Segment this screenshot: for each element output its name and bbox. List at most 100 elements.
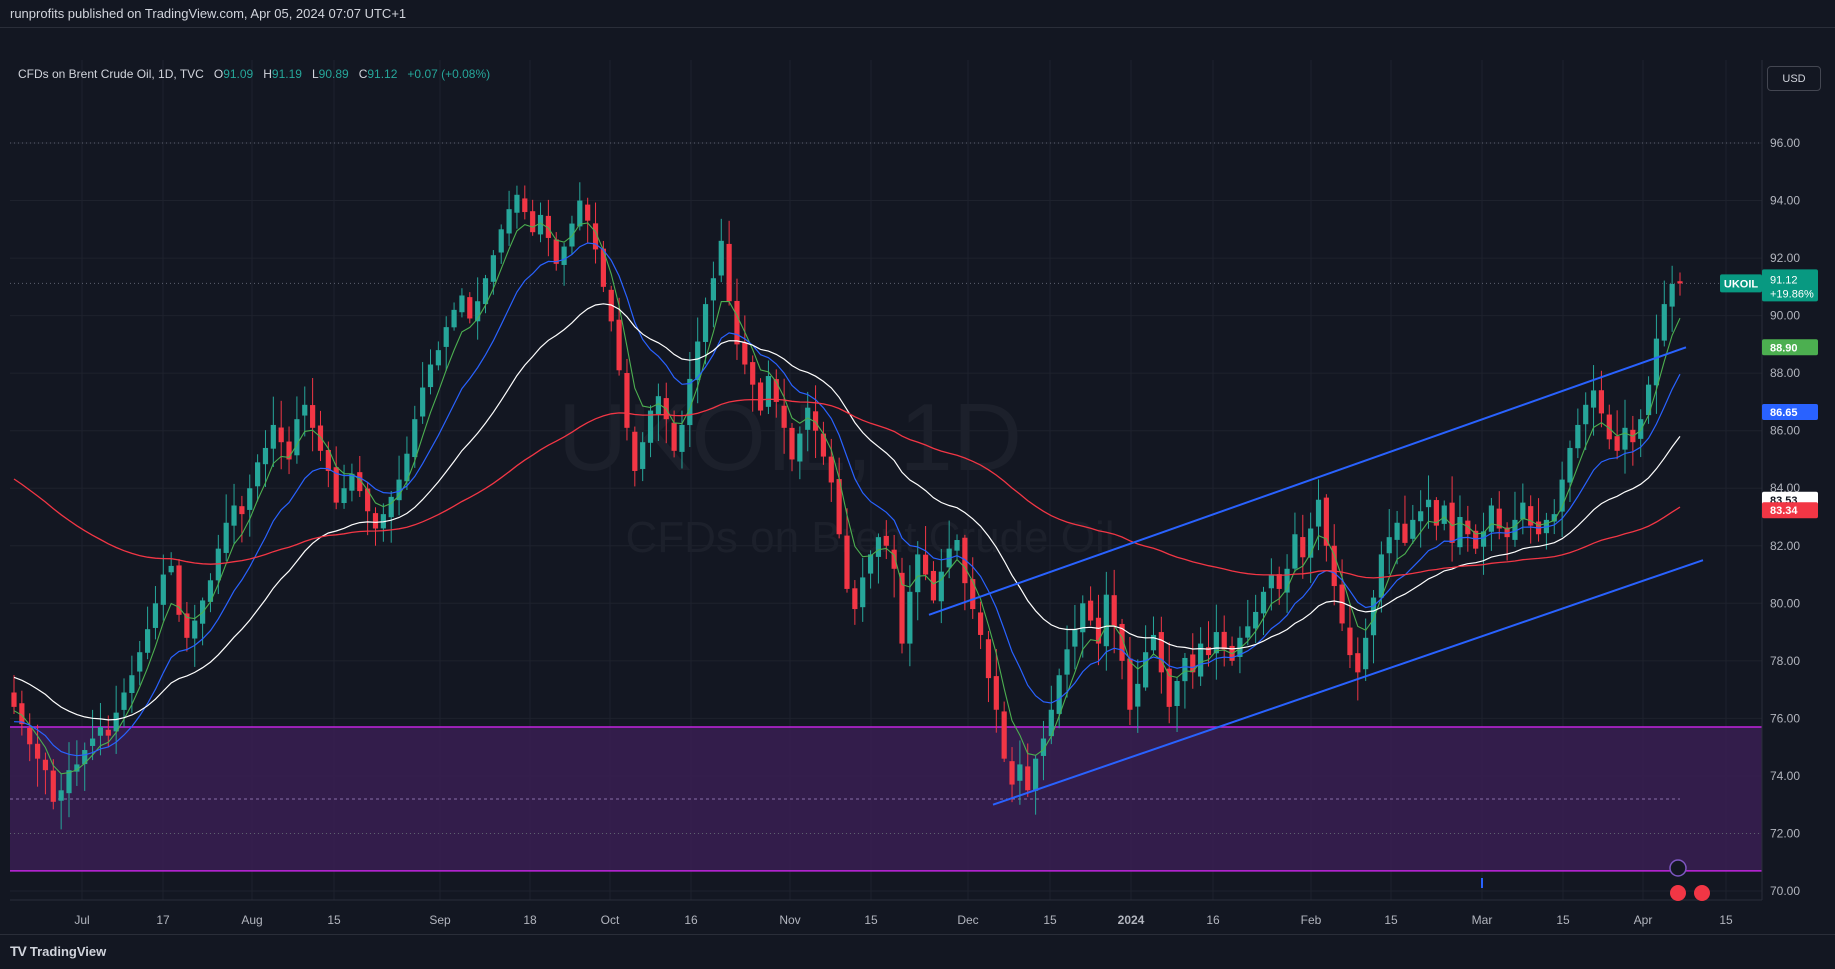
candle-43 <box>349 463 355 502</box>
candle-62 <box>498 224 504 264</box>
candle-158 <box>1253 594 1259 644</box>
symbol-legend: CFDs on Brent Crude Oil, 1D, TVC O91.09 … <box>18 67 490 81</box>
candle-182 <box>1441 500 1447 531</box>
candle-37 <box>302 386 308 437</box>
candle-body-51 <box>412 419 418 458</box>
candle-body-132 <box>1048 709 1054 737</box>
candle-body-81 <box>647 410 654 443</box>
candle-body-140 <box>1111 595 1117 627</box>
candle-body-182 <box>1441 505 1447 524</box>
candle-171 <box>1355 637 1361 701</box>
candle-body-80 <box>640 442 646 469</box>
candle-body-189 <box>1496 508 1502 529</box>
candle-131 <box>1040 720 1047 781</box>
candle-body-207 <box>1638 419 1644 439</box>
candle-94 <box>750 355 756 412</box>
candle-body-173 <box>1370 597 1377 636</box>
price-tick-6: 82.00 <box>1770 539 1800 553</box>
candle-86 <box>687 352 693 448</box>
candle-157 <box>1245 599 1251 646</box>
candle-body-58 <box>467 297 473 319</box>
price-tick-10: 90.00 <box>1770 309 1800 323</box>
price-tick-5: 80.00 <box>1770 596 1800 610</box>
tradingview-brand[interactable]: TV TradingView <box>10 943 106 959</box>
candle-159 <box>1260 586 1267 636</box>
candle-body-71 <box>569 223 575 247</box>
candle-151 <box>1198 627 1204 686</box>
candle-body-103 <box>820 433 827 457</box>
candle-body-42 <box>341 488 347 504</box>
candle-16 <box>137 640 143 686</box>
legend-low: 90.89 <box>318 67 349 81</box>
candle-body-196 <box>1551 514 1557 522</box>
candle-11 <box>97 703 104 756</box>
price-axis[interactable]: 70.00 72.00 74.00 76.00 78.00 80.00 82.00 84.00… <box>1761 60 1800 900</box>
candle-49 <box>396 455 402 516</box>
candle-body-27 <box>223 522 229 553</box>
candle-164 <box>1300 514 1306 579</box>
candle-body-127 <box>1009 761 1015 785</box>
candle-209 <box>1653 314 1660 414</box>
candle-body-198 <box>1567 447 1573 483</box>
us-flag-icon-2 <box>1694 885 1710 901</box>
time-tick-10: Dec <box>957 913 978 927</box>
candle-body-40 <box>325 449 331 471</box>
candle-77 <box>616 297 622 376</box>
currency-button[interactable]: USD <box>1767 66 1821 91</box>
candle-175 <box>1386 509 1392 575</box>
candle-153 <box>1213 604 1219 680</box>
candle-205 <box>1622 399 1628 474</box>
candle-body-134 <box>1064 649 1070 675</box>
candle-body-79 <box>632 431 638 471</box>
candle-89 <box>710 261 717 328</box>
candle-207 <box>1638 409 1644 458</box>
last-price-change: +19.86% <box>1770 288 1814 300</box>
time-tick-4: Sep <box>429 913 451 927</box>
event-markers[interactable] <box>1481 859 1710 901</box>
candle-body-75 <box>600 248 606 287</box>
candle-117 <box>930 561 937 604</box>
candle-201 <box>1590 365 1597 436</box>
candle-body-204 <box>1614 436 1620 451</box>
candle-body-117 <box>930 570 937 601</box>
time-tick-13: 16 <box>1206 913 1220 927</box>
candle-body-89 <box>710 278 717 301</box>
candle-body-200 <box>1583 404 1589 425</box>
candle-107 <box>852 580 858 625</box>
candle-166 <box>1315 479 1322 551</box>
candle-30 <box>247 474 253 537</box>
time-tick-11: 15 <box>1043 913 1057 927</box>
legend-symbol[interactable]: CFDs on Brent Crude Oil, 1D, TVC <box>18 67 204 81</box>
candle-body-64 <box>514 194 520 213</box>
ema-fast-line <box>13 222 1681 775</box>
price-tick-2: 74.00 <box>1770 769 1800 783</box>
candle-39 <box>317 410 324 462</box>
candle-147 <box>1166 642 1172 724</box>
candle-56 <box>451 302 457 331</box>
candle-body-147 <box>1166 668 1172 707</box>
candle-body-7 <box>66 770 72 794</box>
candle-176 <box>1394 510 1400 565</box>
candle-body-49 <box>396 479 402 501</box>
candle-body-161 <box>1276 574 1282 589</box>
candle-170 <box>1347 603 1353 669</box>
candle-body-164 <box>1300 537 1306 558</box>
candle-body-146 <box>1158 632 1164 673</box>
candle-body-57 <box>459 295 465 313</box>
candle-6 <box>58 773 64 830</box>
legend-open-label: O <box>213 67 224 81</box>
time-tick-6: Oct <box>601 913 620 927</box>
candle-body-143 <box>1135 683 1141 707</box>
legend-close: 91.12 <box>367 67 398 81</box>
time-axis[interactable]: Jul 17 Aug 15 Sep 18 Oct 16 Nov 15 Dec 15 2024 16 Feb 1… <box>10 899 1762 927</box>
candle-body-180 <box>1425 499 1432 508</box>
time-tick-9: 15 <box>864 913 878 927</box>
candle-body-72 <box>577 200 583 227</box>
candle-163 <box>1292 512 1298 573</box>
candle-body-2 <box>27 727 33 745</box>
candle-body-101 <box>805 407 811 430</box>
candle-body-41 <box>333 467 339 503</box>
candle-body-33 <box>270 424 276 449</box>
candle-211 <box>1669 265 1675 332</box>
